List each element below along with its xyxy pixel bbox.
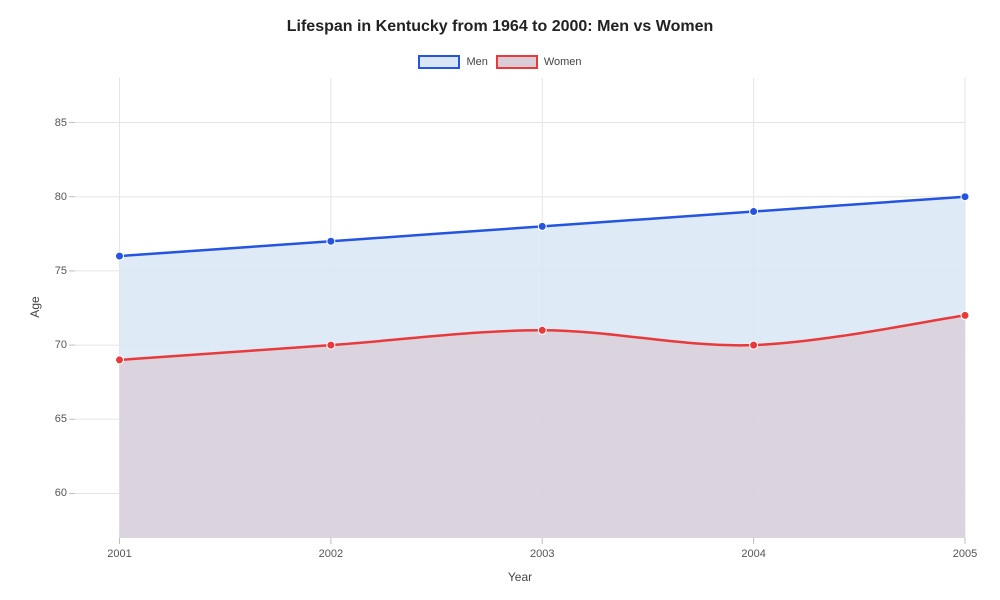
marker-men[interactable] xyxy=(538,222,546,230)
y-tick-label: 80 xyxy=(45,191,67,203)
marker-women[interactable] xyxy=(327,341,335,349)
marker-women[interactable] xyxy=(750,341,758,349)
legend-swatch-women xyxy=(496,55,538,69)
legend-label-women: Women xyxy=(544,56,582,68)
y-tick-label: 65 xyxy=(45,413,67,425)
marker-women[interactable] xyxy=(116,356,124,364)
y-tick-label: 75 xyxy=(45,265,67,277)
marker-men[interactable] xyxy=(327,237,335,245)
marker-men[interactable] xyxy=(750,208,758,216)
legend-label-men: Men xyxy=(466,56,487,68)
x-tick-label: 2001 xyxy=(107,548,131,560)
y-tick-label: 70 xyxy=(45,339,67,351)
x-tick-label: 2002 xyxy=(319,548,343,560)
y-tick-label: 85 xyxy=(45,117,67,129)
marker-men[interactable] xyxy=(961,193,969,201)
chart-title: Lifespan in Kentucky from 1964 to 2000: … xyxy=(0,18,1000,36)
legend: Men Women xyxy=(0,55,1000,69)
marker-women[interactable] xyxy=(538,326,546,334)
legend-item-men[interactable]: Men xyxy=(418,55,487,69)
y-axis-label: Age xyxy=(28,287,42,327)
y-tick-label: 60 xyxy=(45,487,67,499)
marker-men[interactable] xyxy=(116,252,124,260)
marker-women[interactable] xyxy=(961,311,969,319)
legend-swatch-men xyxy=(418,55,460,69)
plot-area xyxy=(75,78,965,538)
legend-item-women[interactable]: Women xyxy=(496,55,582,69)
x-tick-label: 2005 xyxy=(953,548,977,560)
x-axis-label: Year xyxy=(75,570,965,584)
x-tick-label: 2004 xyxy=(741,548,765,560)
x-tick-label: 2003 xyxy=(530,548,554,560)
